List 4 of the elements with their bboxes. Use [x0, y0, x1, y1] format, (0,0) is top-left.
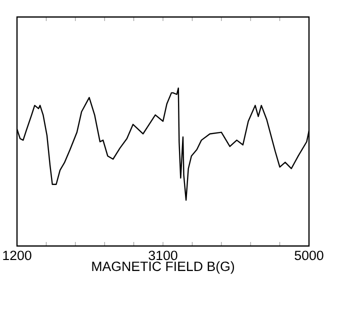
x-tick-label: 1200 [3, 250, 32, 260]
x-tick-label: 3100 [148, 250, 178, 260]
x-axis-title: MAGNETIC FIELD B(G) [92, 261, 234, 274]
x-tick-label: 5000 [294, 250, 324, 260]
